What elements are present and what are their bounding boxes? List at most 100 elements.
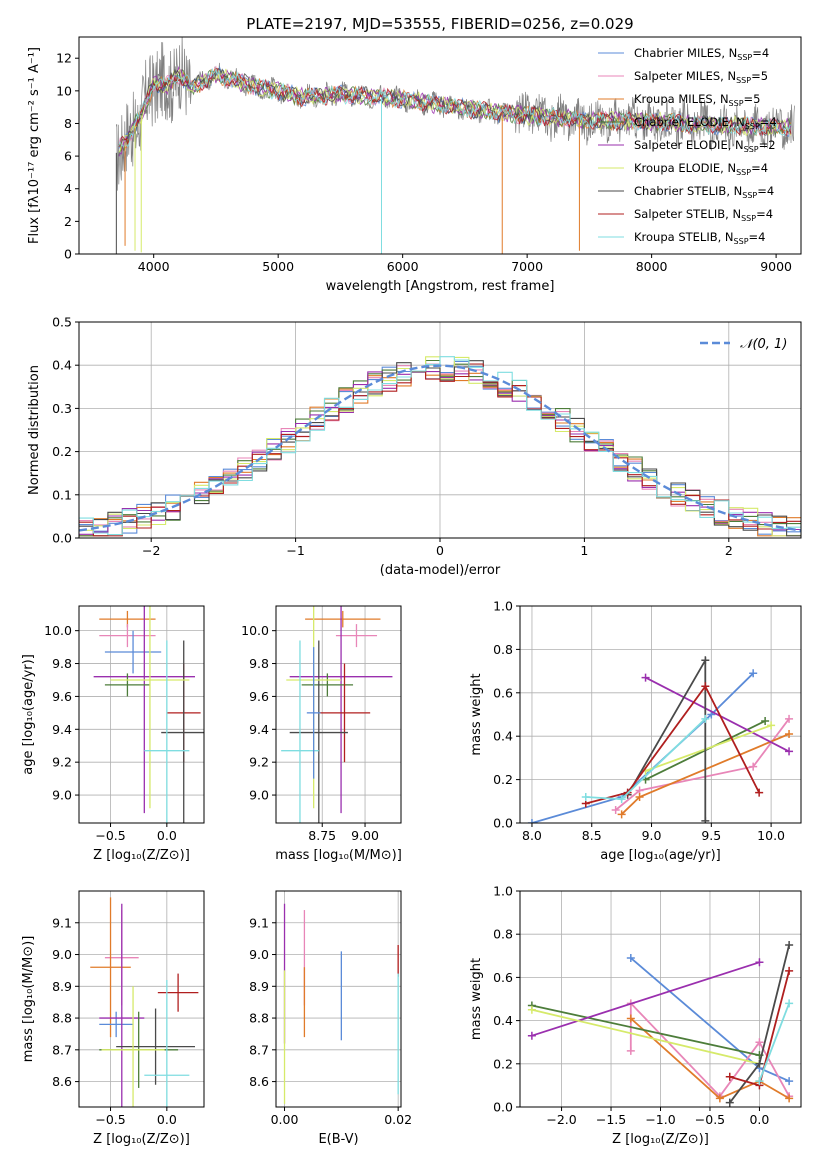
weight-marker xyxy=(725,1098,734,1107)
axes-frame: 8.75 9.00 9.0 9.2 9.4 9.6 9.8 10.0 mass [log₁₀(M… xyxy=(241,605,402,863)
y-tick-label: 8.6 xyxy=(52,1074,72,1089)
weight-marker xyxy=(641,673,650,682)
weight-marker xyxy=(527,1005,536,1014)
legend-label: Salpeter STELIB, NSSP=4 xyxy=(634,207,773,223)
y-tick-label: 12 xyxy=(56,51,72,66)
y-tick-label: 9.1 xyxy=(52,915,72,930)
x-tick-label: −0.5 xyxy=(695,1112,725,1127)
legend-label: Chabrier ELODIE, NSSP=4 xyxy=(634,115,777,131)
weight-marker xyxy=(527,819,536,823)
weight-series xyxy=(581,682,764,808)
x-tick-label: −2 xyxy=(142,543,160,558)
weight-marker xyxy=(617,810,626,819)
legend-label: Salpeter ELODIE, NSSP=2 xyxy=(634,138,776,154)
errorbar-point xyxy=(289,640,348,823)
y-tick-label: 9.6 xyxy=(249,689,269,704)
weight-marker xyxy=(617,795,626,804)
y-axis-label: mass weight xyxy=(469,958,484,1040)
axes-frame: −0.5 0.0 8.6 8.7 8.8 8.9 9.0 9.1 Z [log₁₀(Z/Z⊙)]… xyxy=(21,890,205,1147)
y-tick-label: 0.2 xyxy=(52,444,72,459)
y-tick-label: 9.0 xyxy=(52,947,72,962)
weight-series-line xyxy=(531,1008,760,1065)
x-axis-label: mass [log₁₀(M/M⊙)] xyxy=(275,848,402,863)
x-tick-label: 0.0 xyxy=(157,828,177,843)
figure-title: PLATE=2197, MJD=53555, FIBERID=0256, z=0… xyxy=(246,15,633,33)
residual-histogram-step xyxy=(79,360,801,537)
weight-marker xyxy=(626,1046,635,1055)
x-tick-label: 8.5 xyxy=(582,828,602,843)
weight-series-line xyxy=(531,672,754,823)
x-tick-label: 9.5 xyxy=(701,828,721,843)
weight-marker xyxy=(626,953,635,962)
plot-area xyxy=(90,897,199,1107)
weight-series xyxy=(755,999,794,1086)
y-tick-label: 0.8 xyxy=(493,927,513,942)
y-tick-label: 0.1 xyxy=(52,487,72,502)
errorbar-point xyxy=(318,663,371,763)
x-axis-label: age [log₁₀(age/yr)] xyxy=(600,848,721,863)
errorbar-point xyxy=(110,606,190,809)
errorbar-point xyxy=(116,1008,195,1085)
weight-series xyxy=(527,958,764,1040)
y-tick-label: 0.8 xyxy=(493,642,513,657)
y-tick-label: 0.0 xyxy=(493,1100,513,1115)
errorbar-point xyxy=(281,640,319,823)
weight-marker xyxy=(755,958,764,967)
weight-series xyxy=(725,966,794,1090)
x-tick-label: −0.5 xyxy=(95,828,125,843)
weight-marker xyxy=(785,747,794,756)
errorbar-point xyxy=(90,897,131,1038)
x-axis-label: E(B-V) xyxy=(318,1132,358,1147)
weight-marker xyxy=(749,669,758,678)
y-tick-label: 10.0 xyxy=(44,623,72,638)
y-tick-label: 9.1 xyxy=(249,915,269,930)
x-tick-label: 9.00 xyxy=(351,828,379,843)
residual-histogram-step xyxy=(79,356,801,536)
weight-marker xyxy=(527,1031,536,1040)
axes-frame: 8.0 8.5 9.0 9.5 10.0 0.0 0.2 0.4 0.6 0.8 1.0 age [l… xyxy=(469,599,802,863)
panel-mass_weight_vs_Z: −2.0 −1.5 −1.0 −0.5 0.0 0.0 0.2 0.4 0.6 0.8 1.0 Z [… xyxy=(469,884,802,1147)
y-tick-label: 9.8 xyxy=(249,656,269,671)
x-tick-label: 0.00 xyxy=(271,1112,299,1127)
y-tick-label: 9.2 xyxy=(249,755,269,770)
weight-marker xyxy=(635,792,644,801)
panel-age_vs_mass: 8.75 9.00 9.0 9.2 9.4 9.6 9.8 10.0 mass [log₁₀(M… xyxy=(241,605,402,863)
x-tick-label: 5000 xyxy=(262,259,294,274)
axes-frame: 0.00 0.02 8.6 8.7 8.8 8.9 9.0 9.1 E(B-V) xyxy=(249,890,412,1147)
x-tick-label: 9.0 xyxy=(642,828,662,843)
legend-label: Chabrier STELIB, NSSP=4 xyxy=(634,184,774,200)
weight-marker xyxy=(755,1077,764,1086)
weight-series xyxy=(641,673,794,756)
x-tick-label: 0 xyxy=(436,543,444,558)
y-tick-label: 9.2 xyxy=(52,755,72,770)
weight-marker xyxy=(785,1094,794,1103)
y-tick-label: 8.9 xyxy=(249,979,269,994)
plot-area xyxy=(283,903,399,1104)
legend-label: Kroupa MILES, NSSP=5 xyxy=(634,92,760,108)
x-tick-label: 8.0 xyxy=(522,828,542,843)
x-tick-label: 0.02 xyxy=(384,1112,412,1127)
axes-frame: 4000 5000 6000 7000 8000 9000 0 2 4 6 8 10 12 wavelen… xyxy=(27,36,802,294)
weight-series-line xyxy=(645,676,790,753)
errorbar-point xyxy=(161,640,204,823)
errorbar-point xyxy=(306,647,321,779)
y-tick-label: 9.6 xyxy=(52,689,72,704)
x-tick-label: −2.0 xyxy=(546,1112,576,1127)
weight-marker xyxy=(701,656,710,665)
weight-marker xyxy=(701,714,710,723)
weight-marker xyxy=(715,1094,724,1103)
axes-border xyxy=(78,890,205,1108)
plot-area xyxy=(79,356,801,537)
y-tick-label: 0.4 xyxy=(493,1013,513,1028)
x-tick-label: −1.0 xyxy=(645,1112,675,1127)
axes-frame: −2 −1 0 1 2 0.0 0.1 0.2 0.3 0.4 0.5 (data-model)/er… xyxy=(27,315,802,578)
weight-marker xyxy=(701,816,710,823)
y-tick-label: 10 xyxy=(56,83,72,98)
x-axis-label: (data-model)/error xyxy=(380,563,501,578)
y-tick-label: 9.0 xyxy=(249,788,269,803)
y-tick-label: 9.4 xyxy=(249,722,269,737)
y-tick-label: 1.0 xyxy=(493,884,513,899)
errorbar-point xyxy=(99,624,156,648)
x-tick-label: −1.5 xyxy=(596,1112,626,1127)
